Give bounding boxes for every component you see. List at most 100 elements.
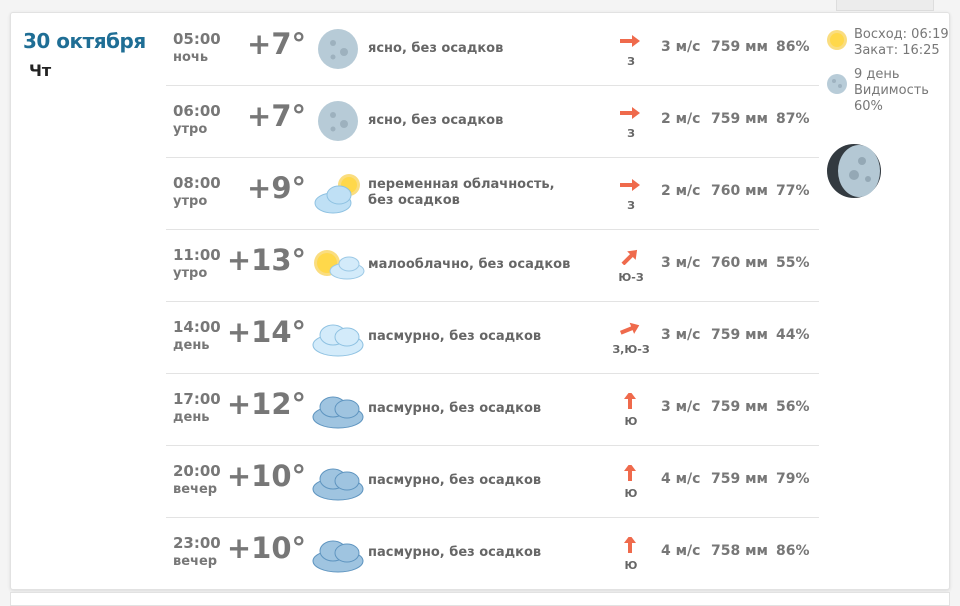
forecast-row: 08:00 утро +9° переменная облачность, бе… <box>166 157 819 230</box>
row-day-part: вечер <box>173 554 218 569</box>
row-wind-speed: 3 м/с <box>661 327 701 343</box>
row-time: 08:00 <box>173 174 221 192</box>
wind-arrow-icon <box>624 537 636 553</box>
forecast-row: 20:00 вечер +10° пасмурно, без осадков Ю… <box>166 445 819 518</box>
row-humidity: 55% <box>776 255 810 271</box>
row-description: ясно, без осадков <box>368 41 504 56</box>
wind-arrow-icon <box>620 179 640 191</box>
forecast-row: 23:00 вечер +10° пасмурно, без осадков Ю… <box>166 517 819 589</box>
row-time: 23:00 <box>173 534 221 552</box>
row-humidity: 56% <box>776 399 810 415</box>
wind-arrow-icon <box>624 465 636 481</box>
visibility-label: Видимость <box>854 83 929 98</box>
row-temperature: +9° <box>247 171 306 205</box>
row-day-part: утро <box>173 194 208 209</box>
row-wind-speed: 3 м/с <box>661 39 701 55</box>
sun-icon <box>827 30 847 50</box>
moon-icon <box>318 101 358 141</box>
row-time: 17:00 <box>173 390 221 408</box>
row-humidity: 86% <box>776 39 810 55</box>
row-time: 20:00 <box>173 462 221 480</box>
row-description: малооблачно, без осадков <box>368 257 571 272</box>
row-temperature: +14° <box>226 315 306 349</box>
wind-arrow-icon <box>624 393 636 409</box>
row-humidity: 86% <box>776 543 810 559</box>
forecast-row: 11:00 утро +13° малооблачно, без осадков… <box>166 229 819 302</box>
visibility-value: 60% <box>854 99 883 114</box>
row-temperature: +10° <box>226 459 306 493</box>
row-wind-speed: 4 м/с <box>661 543 701 559</box>
row-time: 14:00 <box>173 318 221 336</box>
row-wind-direction: З,Ю-З <box>612 343 650 356</box>
row-time: 11:00 <box>173 246 221 264</box>
row-pressure: 759 мм <box>711 399 768 415</box>
sunset: Закат: 16:25 <box>854 43 940 58</box>
overcast-icon <box>312 396 364 429</box>
sunrise: Восход: 06:19 <box>854 27 949 42</box>
row-day-part: день <box>173 338 210 353</box>
row-wind-speed: 3 м/с <box>661 255 701 271</box>
row-pressure: 758 мм <box>711 543 768 559</box>
weekday: Чт <box>29 61 52 80</box>
moon-day: 9 день <box>854 67 900 82</box>
row-wind-direction: З <box>627 55 635 68</box>
row-description: пасмурно, без осадков <box>368 473 542 488</box>
row-day-part: ночь <box>173 50 209 65</box>
wind-arrow-icon <box>620 35 640 47</box>
top-tab[interactable] <box>836 0 934 11</box>
row-wind-direction: Ю <box>624 415 638 428</box>
forecast-row: 05:00 ночь +7° ясно, без осадков З 3 м/с… <box>166 13 819 86</box>
row-pressure: 760 мм <box>711 255 768 271</box>
row-description: пасмурно, без осадков <box>368 329 542 344</box>
row-description: ясно, без осадков <box>368 113 504 128</box>
row-pressure: 759 мм <box>711 111 768 127</box>
row-temperature: +10° <box>226 531 306 565</box>
row-wind-speed: 3 м/с <box>661 399 701 415</box>
row-wind-direction: З <box>627 199 635 212</box>
row-temperature: +7° <box>247 27 306 61</box>
wind-arrow-icon <box>619 322 640 335</box>
next-card <box>10 592 950 606</box>
wind-arrow-icon <box>621 249 638 265</box>
row-description: пасмурно, без осадков <box>368 401 542 416</box>
row-humidity: 87% <box>776 111 810 127</box>
row-humidity: 44% <box>776 327 810 343</box>
row-pressure: 759 мм <box>711 471 768 487</box>
row-wind-direction: Ю <box>624 487 638 500</box>
day-forecast-card: 30 октября Чт 05:00 ночь +7° ясно, без о… <box>10 12 950 590</box>
cloud-icon <box>312 324 364 357</box>
row-wind-direction: З <box>627 127 635 140</box>
row-description: пасмурно, без осадков <box>368 545 542 560</box>
overcast-icon <box>312 468 364 501</box>
row-wind-speed: 2 м/с <box>661 111 701 127</box>
row-description: переменная облачность, без осадков <box>368 177 555 208</box>
row-humidity: 77% <box>776 183 810 199</box>
row-pressure: 759 мм <box>711 327 768 343</box>
row-time: 05:00 <box>173 30 221 48</box>
row-pressure: 759 мм <box>711 39 768 55</box>
wind-arrow-icon <box>620 107 640 119</box>
moon-phase-icon <box>827 144 881 198</box>
row-pressure: 760 мм <box>711 183 768 199</box>
sun-cloud-icon <box>314 250 365 280</box>
row-wind-direction: Ю-З <box>618 271 644 284</box>
forecast-row: 14:00 день +14° пасмурно, без осадков З,… <box>166 301 819 374</box>
moon-small-icon <box>827 74 847 94</box>
forecast-row: 17:00 день +12° пасмурно, без осадков Ю … <box>166 373 819 446</box>
moon-icon <box>318 29 358 69</box>
row-wind-speed: 4 м/с <box>661 471 701 487</box>
forecast-row: 06:00 утро +7° ясно, без осадков З 2 м/с… <box>166 85 819 158</box>
row-day-part: утро <box>173 266 208 281</box>
row-humidity: 79% <box>776 471 810 487</box>
row-temperature: +12° <box>226 387 306 421</box>
row-day-part: день <box>173 410 210 425</box>
cloud-sun-icon <box>314 174 360 214</box>
row-time: 06:00 <box>173 102 221 120</box>
row-day-part: вечер <box>173 482 218 497</box>
row-wind-speed: 2 м/с <box>661 183 701 199</box>
row-wind-direction: Ю <box>624 559 638 572</box>
row-temperature: +7° <box>247 99 306 133</box>
overcast-icon <box>312 540 364 573</box>
row-temperature: +13° <box>226 243 306 277</box>
row-day-part: утро <box>173 122 208 137</box>
